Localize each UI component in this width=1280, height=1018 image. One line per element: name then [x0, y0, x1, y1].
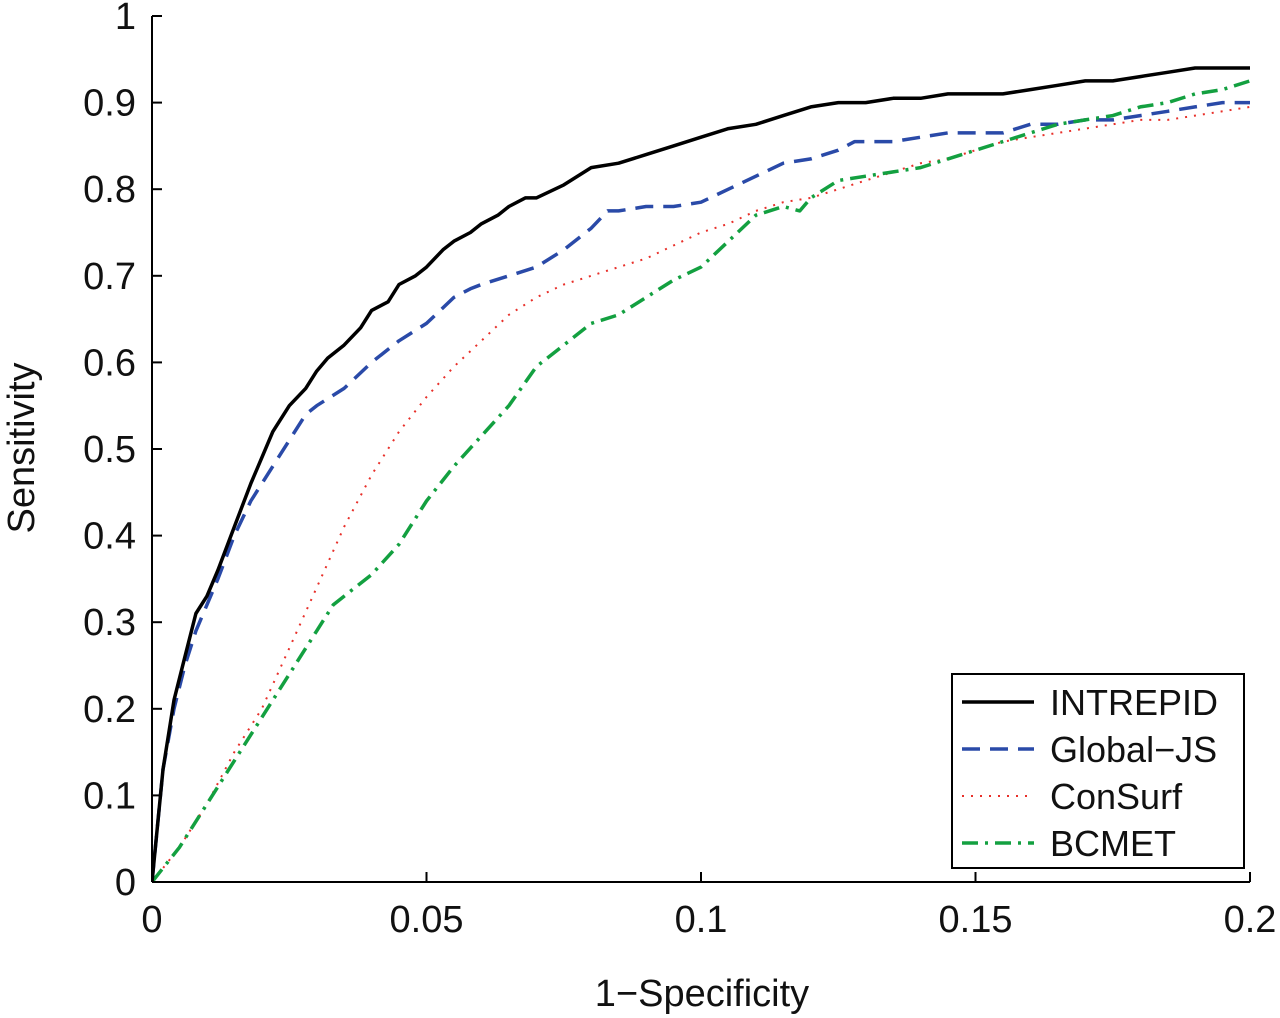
y-tick-label: 0.5: [83, 429, 136, 471]
series-line-intrepid: [152, 66, 1250, 883]
y-tick-label: 0.3: [83, 602, 136, 644]
y-ticks: 0 0.1 0.2 0.3 0.4 0.5 0.6 0.7 0.8 0.9 1: [83, 0, 162, 904]
legend-items: INTREPID Global−JS ConSurf BCMET: [962, 682, 1218, 864]
legend-label: ConSurf: [1050, 776, 1183, 817]
y-tick-label: 0.2: [83, 689, 136, 731]
x-axis-label: 1−Specificity: [595, 973, 809, 1015]
series-line-global-js: [152, 100, 1250, 883]
y-tick-label: 0.4: [83, 516, 136, 558]
y-tick-label: 0.6: [83, 342, 136, 384]
y-tick-label: 0.9: [83, 83, 136, 125]
legend-label: BCMET: [1050, 823, 1176, 864]
x-ticks: 0 0.05 0.1 0.15 0.2: [141, 872, 1276, 941]
series-line-bcmet: [152, 79, 1251, 884]
legend-box: [951, 673, 1245, 869]
legend-label: Global−JS: [1050, 729, 1217, 770]
x-tick-label: 0.2: [1224, 899, 1277, 941]
x-tick-label: 0.1: [675, 899, 728, 941]
legend: INTREPID Global−JS ConSurf BCMET: [951, 673, 1245, 869]
y-tick-label: 0.7: [83, 256, 136, 298]
y-tick-label: 0.1: [83, 775, 136, 817]
y-tick-label: 0: [115, 862, 136, 904]
y-tick-label: 0.8: [83, 169, 136, 211]
x-tick-label: 0: [141, 899, 162, 941]
x-tick-label: 0.05: [390, 899, 464, 941]
y-axis-label: Sensitivity: [1, 362, 43, 533]
x-tick-label: 0.15: [939, 899, 1013, 941]
legend-label: INTREPID: [1050, 682, 1218, 723]
series-layer: [152, 66, 1251, 884]
y-tick-label: 1: [115, 0, 136, 38]
